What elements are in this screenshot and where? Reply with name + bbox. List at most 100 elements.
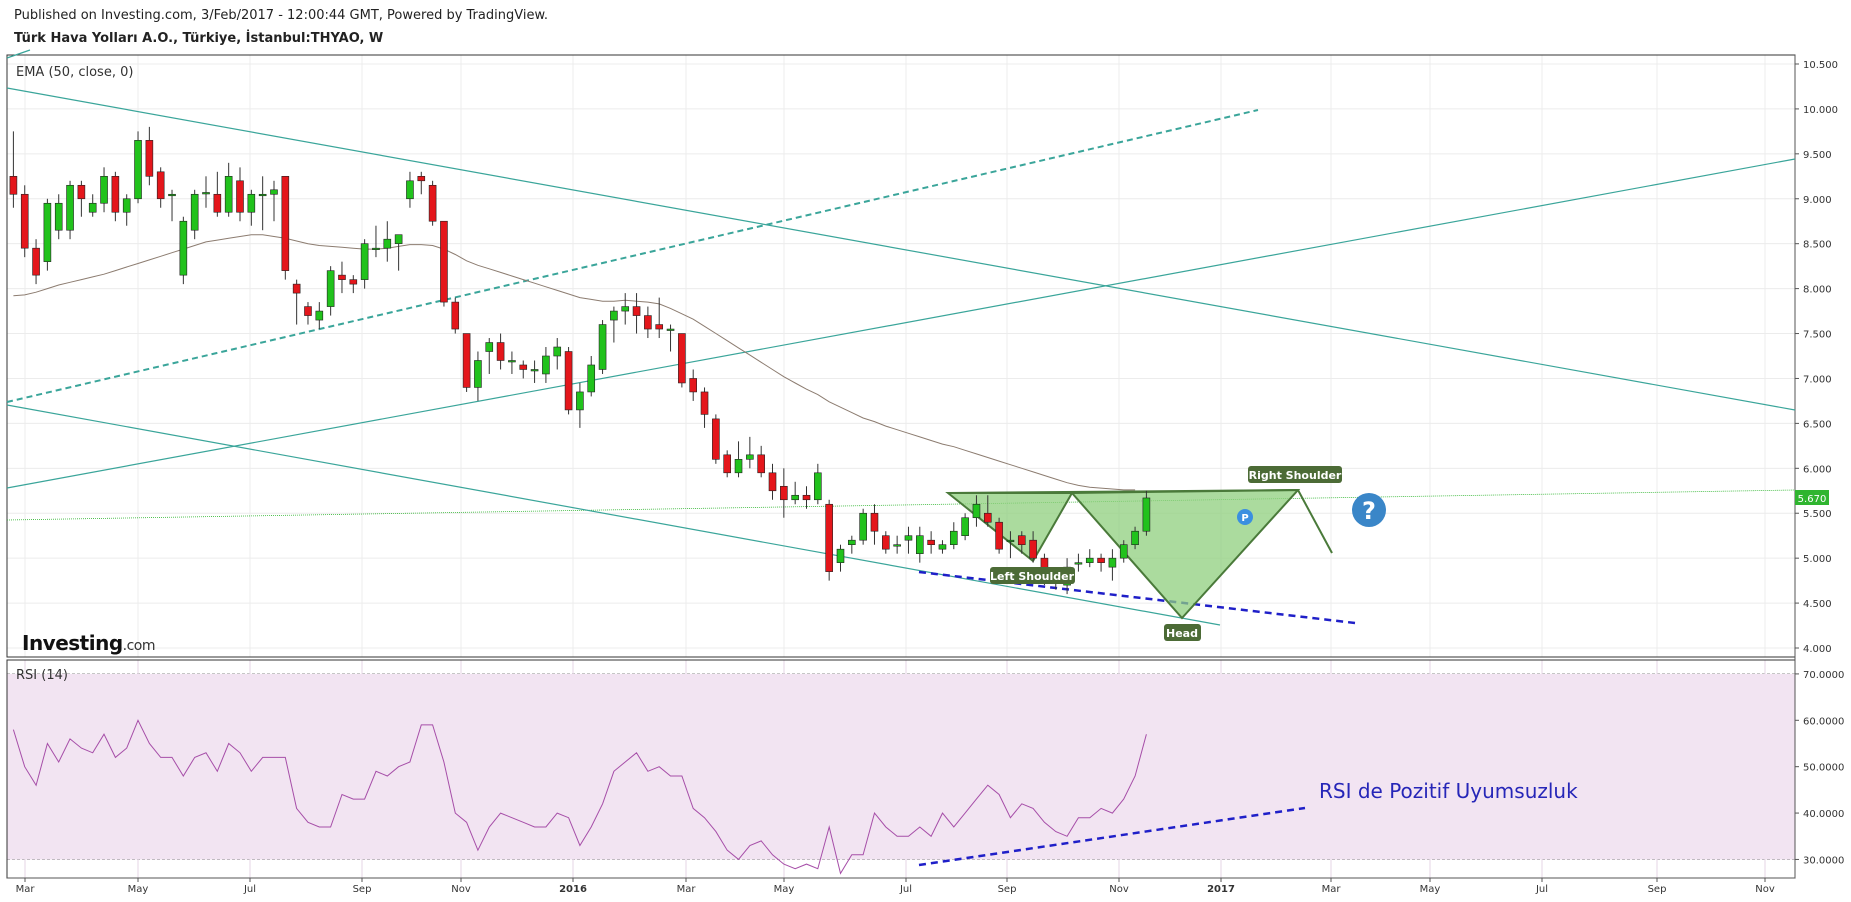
candle-body [904, 535, 913, 541]
candle-body [530, 369, 539, 372]
candle-body [326, 270, 335, 307]
candle-body [553, 346, 562, 357]
time-tick-label: 2017 [1207, 884, 1235, 895]
candle-body [700, 391, 709, 415]
candle-body [394, 234, 403, 244]
published-note: Published on Investing.com, 3/Feb/2017 -… [14, 8, 549, 23]
pivot-marker-text: P [1241, 513, 1248, 524]
price-tick-label: 7.000 [1803, 374, 1832, 385]
candle-body [542, 355, 550, 375]
candle-body [927, 539, 935, 545]
candle-body [496, 342, 505, 361]
candle-body [882, 535, 890, 550]
descending-channel-lower [6, 404, 1221, 626]
candle-body [825, 503, 833, 572]
svg-text:Investing.com: Investing.com [22, 631, 155, 655]
candle-body [372, 247, 380, 250]
descending-channel-upper [6, 87, 1796, 411]
candle-body [190, 193, 199, 231]
rsi-annotation: RSI de Pozitif Uyumsuzluk [1319, 779, 1578, 803]
candle-body [678, 333, 686, 384]
candle-body [791, 494, 799, 501]
candle-body [983, 512, 992, 523]
channel-fragment [6, 49, 31, 59]
candle-body [406, 180, 414, 200]
rsi-tick-label: 40.0000 [1803, 809, 1844, 820]
candle-body [632, 306, 641, 316]
candle-body [1085, 557, 1094, 563]
candle-body [780, 485, 788, 501]
candle-body [258, 193, 267, 197]
time-tick-label: May [774, 884, 795, 895]
candle-body [66, 184, 74, 231]
candle-body [859, 512, 867, 541]
candle-body [43, 202, 52, 262]
candle-body [20, 193, 29, 249]
candle-body [236, 180, 244, 213]
rsi-tick-label: 60.0000 [1803, 716, 1844, 727]
candle-body [814, 472, 822, 501]
investing-logo: Investing.com [22, 631, 156, 655]
time-tick-label: Jul [243, 884, 256, 895]
price-tick-label: 6.000 [1803, 464, 1832, 475]
candle-body [644, 315, 652, 330]
candle-body [168, 193, 176, 197]
candle-body [1131, 530, 1139, 545]
candle-body [1029, 539, 1037, 559]
candle-body [768, 472, 777, 492]
price-tick-label: 10.000 [1803, 105, 1838, 116]
candle-body [1119, 544, 1128, 559]
candle-body [88, 202, 97, 213]
candle-body [802, 494, 811, 501]
rsi-tick-label: 30.0000 [1803, 855, 1844, 866]
candle-body [870, 512, 879, 532]
candle-body [723, 454, 731, 474]
candle-body [485, 342, 494, 352]
ema-legend: EMA (50, close, 0) [16, 65, 133, 80]
candle-body [1108, 557, 1117, 568]
help-icon[interactable]: ? [1352, 493, 1386, 527]
time-tick-label: Jul [899, 884, 912, 895]
candle-body [848, 539, 856, 545]
time-tick-label: Nov [1109, 884, 1129, 895]
candle-body [746, 454, 754, 460]
candle-body [304, 306, 312, 316]
time-tick-label: Mar [677, 884, 697, 895]
pivot-marker[interactable]: P [1237, 509, 1253, 525]
candle-body [338, 274, 346, 280]
candle-body [1097, 557, 1105, 563]
price-support-trendline [918, 570, 1356, 625]
candle-body [712, 418, 720, 460]
left-shoulder-text: Left Shoulder [990, 570, 1075, 583]
candle-body [893, 544, 901, 547]
candle-body [54, 202, 63, 231]
last-price-tag: 5.670 [1795, 490, 1829, 505]
candle-body [836, 548, 845, 563]
price-grid [7, 55, 1795, 657]
rsi-support-trendline [918, 806, 1306, 867]
right-shoulder-text: Right Shoulder [1249, 469, 1342, 482]
candle-body [519, 364, 528, 370]
candle-body [111, 175, 120, 213]
head-shape [1069, 488, 1301, 620]
left-shoulder-label: Left Shoulder [990, 567, 1075, 584]
price-tick-label: 4.000 [1803, 644, 1832, 655]
time-axis: Mar May Jul Sep Nov 2016 Mar May Jul Sep Nov 2017 Ma… [16, 878, 1775, 895]
candle-body [213, 193, 222, 213]
head-text: Head [1166, 627, 1198, 640]
time-tick-label: Mar [1322, 884, 1342, 895]
candle-body [610, 310, 618, 321]
rsi-legend: RSI (14) [16, 668, 68, 683]
candle-body [915, 535, 924, 554]
help-icon-text: ? [1362, 497, 1376, 525]
pane-frames [6, 54, 1796, 879]
time-tick-label: Sep [998, 884, 1017, 895]
candle-body [949, 530, 958, 545]
channel-lines [6, 49, 1796, 867]
time-tick-label: Mar [16, 884, 36, 895]
ema-layer [13, 234, 1136, 491]
right-shoulder-label: Right Shoulder [1248, 466, 1342, 483]
candle-body [100, 175, 108, 204]
price-tick-label: 8.500 [1803, 240, 1832, 251]
